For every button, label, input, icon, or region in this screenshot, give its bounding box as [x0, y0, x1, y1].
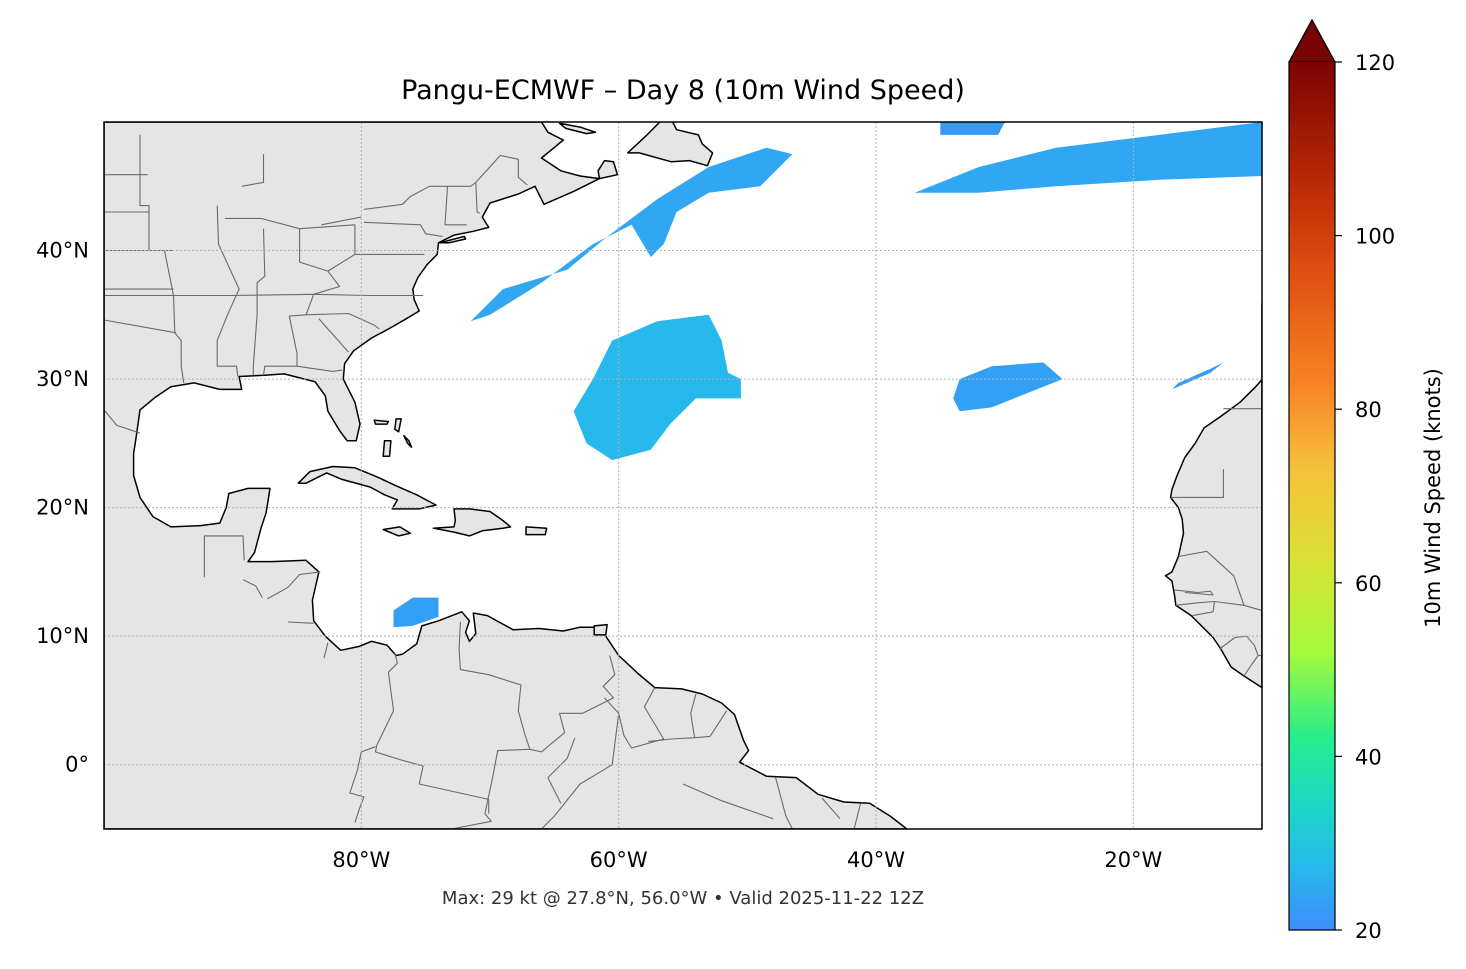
border-line: [475, 154, 528, 186]
border-line: [354, 224, 425, 255]
border-line: [541, 713, 620, 829]
wind-area-6: [393, 597, 439, 628]
grand-bahama: [373, 419, 390, 425]
border-line: [241, 154, 265, 187]
hispaniola: [432, 508, 512, 537]
border-line: [1192, 601, 1215, 617]
border-line: [203, 535, 245, 578]
colorbar-ticks: 20 40 60 80 100 120: [1335, 51, 1395, 943]
lon-tick-label: 60°W: [590, 848, 648, 872]
border-line: [318, 318, 349, 353]
andros-island: [382, 440, 392, 457]
map-panel: 80°W 60°W 40°W 20°W 0° 10°N 20°N 30°N 40°N: [36, 121, 1263, 872]
border-line: [547, 737, 576, 804]
border-line: [242, 579, 263, 598]
border-line: [1243, 654, 1262, 677]
border-line: [1178, 550, 1262, 612]
border-line: [1175, 600, 1245, 606]
max-info-footer: Max: 29 kt @ 27.8°N, 56.0°W • Valid 2025…: [442, 888, 924, 909]
border-line: [267, 571, 321, 600]
border-line: [694, 710, 728, 739]
lon-tick-label: 80°W: [332, 848, 390, 872]
colorbar-tick-label: 80: [1355, 398, 1382, 422]
cape-breton: [597, 159, 619, 180]
border-line: [451, 820, 492, 829]
lat-tick-label: 10°N: [36, 624, 89, 648]
border-line: [1223, 408, 1262, 410]
cuba: [297, 465, 437, 510]
puerto-rico: [525, 526, 548, 536]
great-abaco: [394, 418, 402, 433]
wind-area-0: [470, 147, 793, 322]
colorbar-tick-label: 40: [1355, 745, 1382, 769]
north-america-landmass: [104, 122, 908, 829]
border-line: [363, 221, 443, 237]
wind-area-5: [1171, 362, 1224, 390]
jamaica: [382, 526, 411, 537]
border-line: [821, 797, 841, 820]
colorbar-label: 10m Wind Speed (knots): [1421, 368, 1445, 628]
latitude-tick-labels: 0° 10°N 20°N 30°N 40°N: [36, 239, 89, 777]
border-line: [682, 783, 774, 820]
wind-speed-layer: [393, 122, 1262, 628]
wind-area-1: [573, 314, 741, 461]
colorbar-tick-label: 100: [1355, 225, 1395, 249]
anticosti-island: [558, 122, 597, 135]
border-line: [323, 642, 329, 659]
border-line: [429, 181, 477, 187]
longitude-tick-labels: 80°W 60°W 40°W 20°W: [332, 848, 1162, 872]
border-line: [444, 186, 467, 226]
border-line: [321, 216, 362, 226]
wind-area-4: [940, 122, 1005, 135]
map-title: Pangu-ECMWF – Day 8 (10m Wind Speed): [401, 75, 965, 106]
lat-tick-label: 40°N: [36, 239, 89, 263]
border-line: [1174, 589, 1214, 596]
gridlines: [104, 122, 1262, 829]
colorbar: 20 40 60 80 100 120 10m Wind Speed (knots): [1287, 18, 1445, 943]
border-line: [104, 293, 424, 297]
trinidad: [593, 623, 608, 636]
border-line: [224, 217, 355, 230]
border-line: [104, 409, 141, 434]
long-island: [439, 235, 467, 244]
border-line: [139, 134, 185, 383]
newfoundland: [626, 122, 714, 167]
colorbar-tick-label: 60: [1355, 572, 1382, 596]
border-line: [529, 655, 616, 753]
border-line: [374, 662, 490, 814]
border-line: [458, 621, 531, 822]
lat-tick-label: 20°N: [36, 496, 89, 520]
eleuthera: [403, 434, 413, 448]
border-line: [296, 365, 343, 372]
lat-tick-label: 0°: [65, 753, 89, 777]
border-line: [1170, 469, 1224, 498]
colorbar-gradient: [1289, 62, 1335, 930]
border-line: [475, 182, 480, 214]
land-layer: [104, 122, 1262, 829]
lon-tick-label: 40°W: [847, 848, 905, 872]
border-line: [853, 803, 862, 829]
border-line: [775, 777, 793, 829]
lat-tick-label: 30°N: [36, 367, 89, 391]
border-line: [1219, 635, 1259, 656]
wind-area-3: [914, 122, 1262, 193]
border-line: [287, 621, 314, 624]
border-line: [252, 228, 266, 376]
border-line: [104, 319, 177, 334]
wind-area-2: [953, 362, 1063, 412]
colorbar-extend-arrow: [1287, 18, 1337, 63]
colorbar-outline: [1288, 18, 1336, 931]
border-line: [394, 652, 398, 664]
border-line: [216, 205, 240, 377]
border-line: [363, 185, 430, 210]
colorbar-tick-label: 120: [1355, 51, 1395, 75]
colorbar-tick-label: 20: [1355, 919, 1382, 943]
map-frame: [103, 121, 1263, 830]
lon-tick-label: 20°W: [1104, 848, 1162, 872]
border-line: [327, 253, 356, 272]
